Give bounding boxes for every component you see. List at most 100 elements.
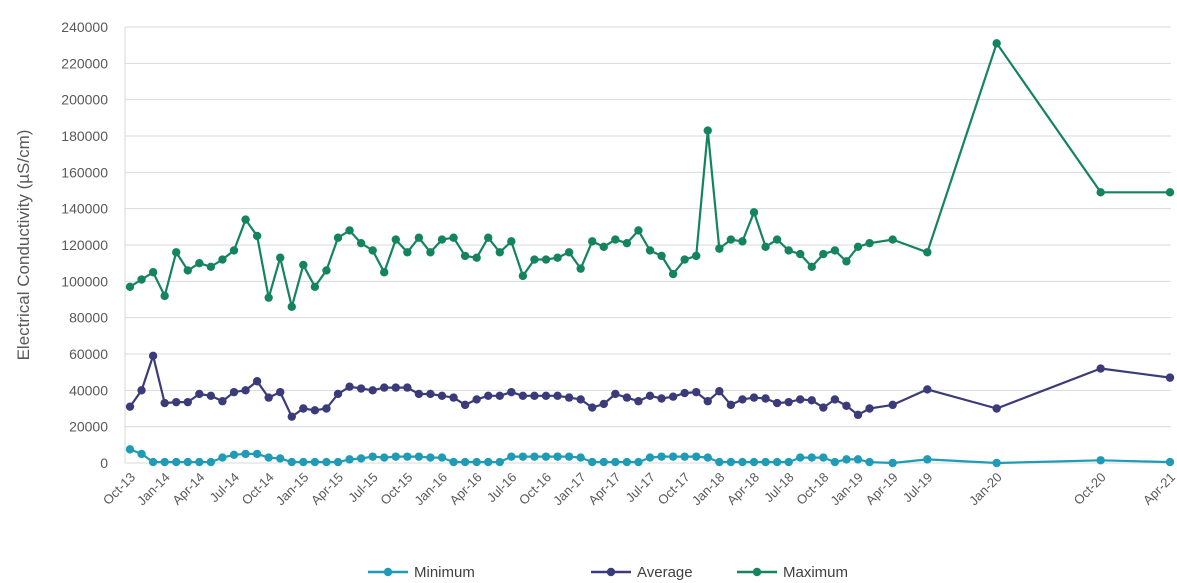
legend-item-minimum: Minimum xyxy=(368,564,475,581)
y-tick-label: 0 xyxy=(100,455,108,471)
data-point-average xyxy=(356,384,366,393)
data-point-average xyxy=(842,401,851,410)
data-point-maximum xyxy=(368,246,377,255)
data-point-average xyxy=(264,393,273,402)
data-point-minimum xyxy=(368,452,377,461)
data-point-maximum xyxy=(252,231,262,241)
data-point-average xyxy=(923,385,932,394)
data-point-maximum xyxy=(761,242,770,252)
data-point-minimum xyxy=(449,457,458,467)
data-point-maximum xyxy=(229,246,239,255)
data-point-minimum xyxy=(356,454,366,463)
data-point-maximum xyxy=(172,248,181,257)
data-point-average xyxy=(622,393,632,402)
data-point-maximum xyxy=(391,235,400,244)
data-point-average xyxy=(160,398,169,408)
data-point-maximum xyxy=(380,268,389,277)
data-point-average xyxy=(460,400,470,410)
data-point-minimum xyxy=(206,457,216,467)
x-tick-label: Jan-16 xyxy=(411,470,450,509)
data-point-average xyxy=(518,391,528,400)
data-point-maximum xyxy=(726,235,736,244)
data-point-maximum xyxy=(183,266,192,275)
data-point-minimum xyxy=(611,457,620,467)
x-tick-label: Jul-14 xyxy=(206,470,242,506)
x-tick-label: Apr-18 xyxy=(724,470,762,508)
data-point-average xyxy=(333,389,343,399)
data-point-minimum xyxy=(241,449,250,459)
data-point-average xyxy=(403,383,412,392)
data-point-average xyxy=(611,389,620,399)
data-point-minimum xyxy=(842,455,851,464)
data-point-average xyxy=(634,397,643,406)
data-point-maximum xyxy=(796,249,805,259)
data-point-average xyxy=(276,387,285,397)
legend-swatch-marker xyxy=(606,567,616,577)
data-point-minimum xyxy=(229,450,239,460)
legend: Minimum Average Maximum xyxy=(368,564,848,581)
data-point-average xyxy=(426,389,435,399)
data-point-minimum xyxy=(160,457,169,467)
x-tick-label: Oct-15 xyxy=(377,470,415,508)
data-point-maximum xyxy=(553,253,562,262)
data-point-maximum xyxy=(541,255,551,264)
data-point-maximum xyxy=(645,246,655,255)
data-point-average xyxy=(784,397,793,407)
data-point-maximum xyxy=(195,258,204,268)
data-point-maximum xyxy=(703,126,712,135)
data-point-average xyxy=(507,387,516,397)
x-tick-label: Jul-19 xyxy=(900,470,936,506)
data-point-minimum xyxy=(588,457,597,467)
data-point-average xyxy=(1165,373,1175,382)
x-tick-label: Apr-16 xyxy=(447,470,485,508)
data-point-minimum xyxy=(472,457,481,467)
data-point-minimum xyxy=(276,454,285,463)
data-point-average xyxy=(865,404,874,413)
data-point-average xyxy=(715,387,724,396)
data-point-minimum xyxy=(530,452,539,461)
y-axis-tick-labels: 0 20000 40000 60000 80000 100000 120000 140000 1… xyxy=(61,19,108,471)
data-point-average xyxy=(807,396,816,405)
y-tick-label: 120000 xyxy=(61,237,108,253)
data-point-maximum xyxy=(472,253,481,262)
y-tick-label: 80000 xyxy=(69,310,108,326)
data-point-average xyxy=(830,395,840,404)
data-point-average xyxy=(576,395,585,404)
data-point-minimum xyxy=(518,452,528,461)
data-point-minimum xyxy=(403,452,412,461)
series-layer xyxy=(125,39,1175,468)
data-point-maximum xyxy=(299,260,308,270)
data-point-maximum xyxy=(160,291,169,301)
data-point-average xyxy=(738,395,747,404)
data-point-maximum xyxy=(668,269,678,279)
data-point-minimum xyxy=(807,453,816,462)
data-point-average xyxy=(726,400,736,410)
data-point-average xyxy=(125,402,135,411)
data-point-maximum xyxy=(322,266,331,275)
x-tick-label: Oct-13 xyxy=(100,470,138,508)
legend-label: Average xyxy=(637,564,693,581)
x-tick-label: Oct-20 xyxy=(1071,470,1109,508)
data-point-maximum xyxy=(530,255,539,264)
data-point-minimum xyxy=(125,445,135,454)
data-point-maximum xyxy=(819,249,828,259)
data-point-maximum xyxy=(148,268,158,277)
x-tick-label: Jan-18 xyxy=(689,470,728,509)
data-point-average xyxy=(530,391,539,400)
x-tick-label: Oct-18 xyxy=(793,470,831,508)
series-maximum xyxy=(125,39,1175,311)
data-point-maximum xyxy=(333,233,343,242)
data-point-minimum xyxy=(460,457,470,467)
data-point-minimum xyxy=(865,457,874,467)
data-point-average xyxy=(310,406,320,415)
legend-swatch-marker xyxy=(752,567,762,577)
data-point-minimum xyxy=(137,449,146,459)
data-point-average xyxy=(819,403,828,412)
data-point-maximum xyxy=(125,282,135,291)
data-point-average xyxy=(692,387,701,397)
data-point-average xyxy=(206,391,216,400)
x-tick-label: Oct-14 xyxy=(239,470,277,508)
data-point-maximum xyxy=(403,248,412,257)
data-point-minimum xyxy=(495,457,504,467)
y-tick-label: 20000 xyxy=(69,419,108,435)
